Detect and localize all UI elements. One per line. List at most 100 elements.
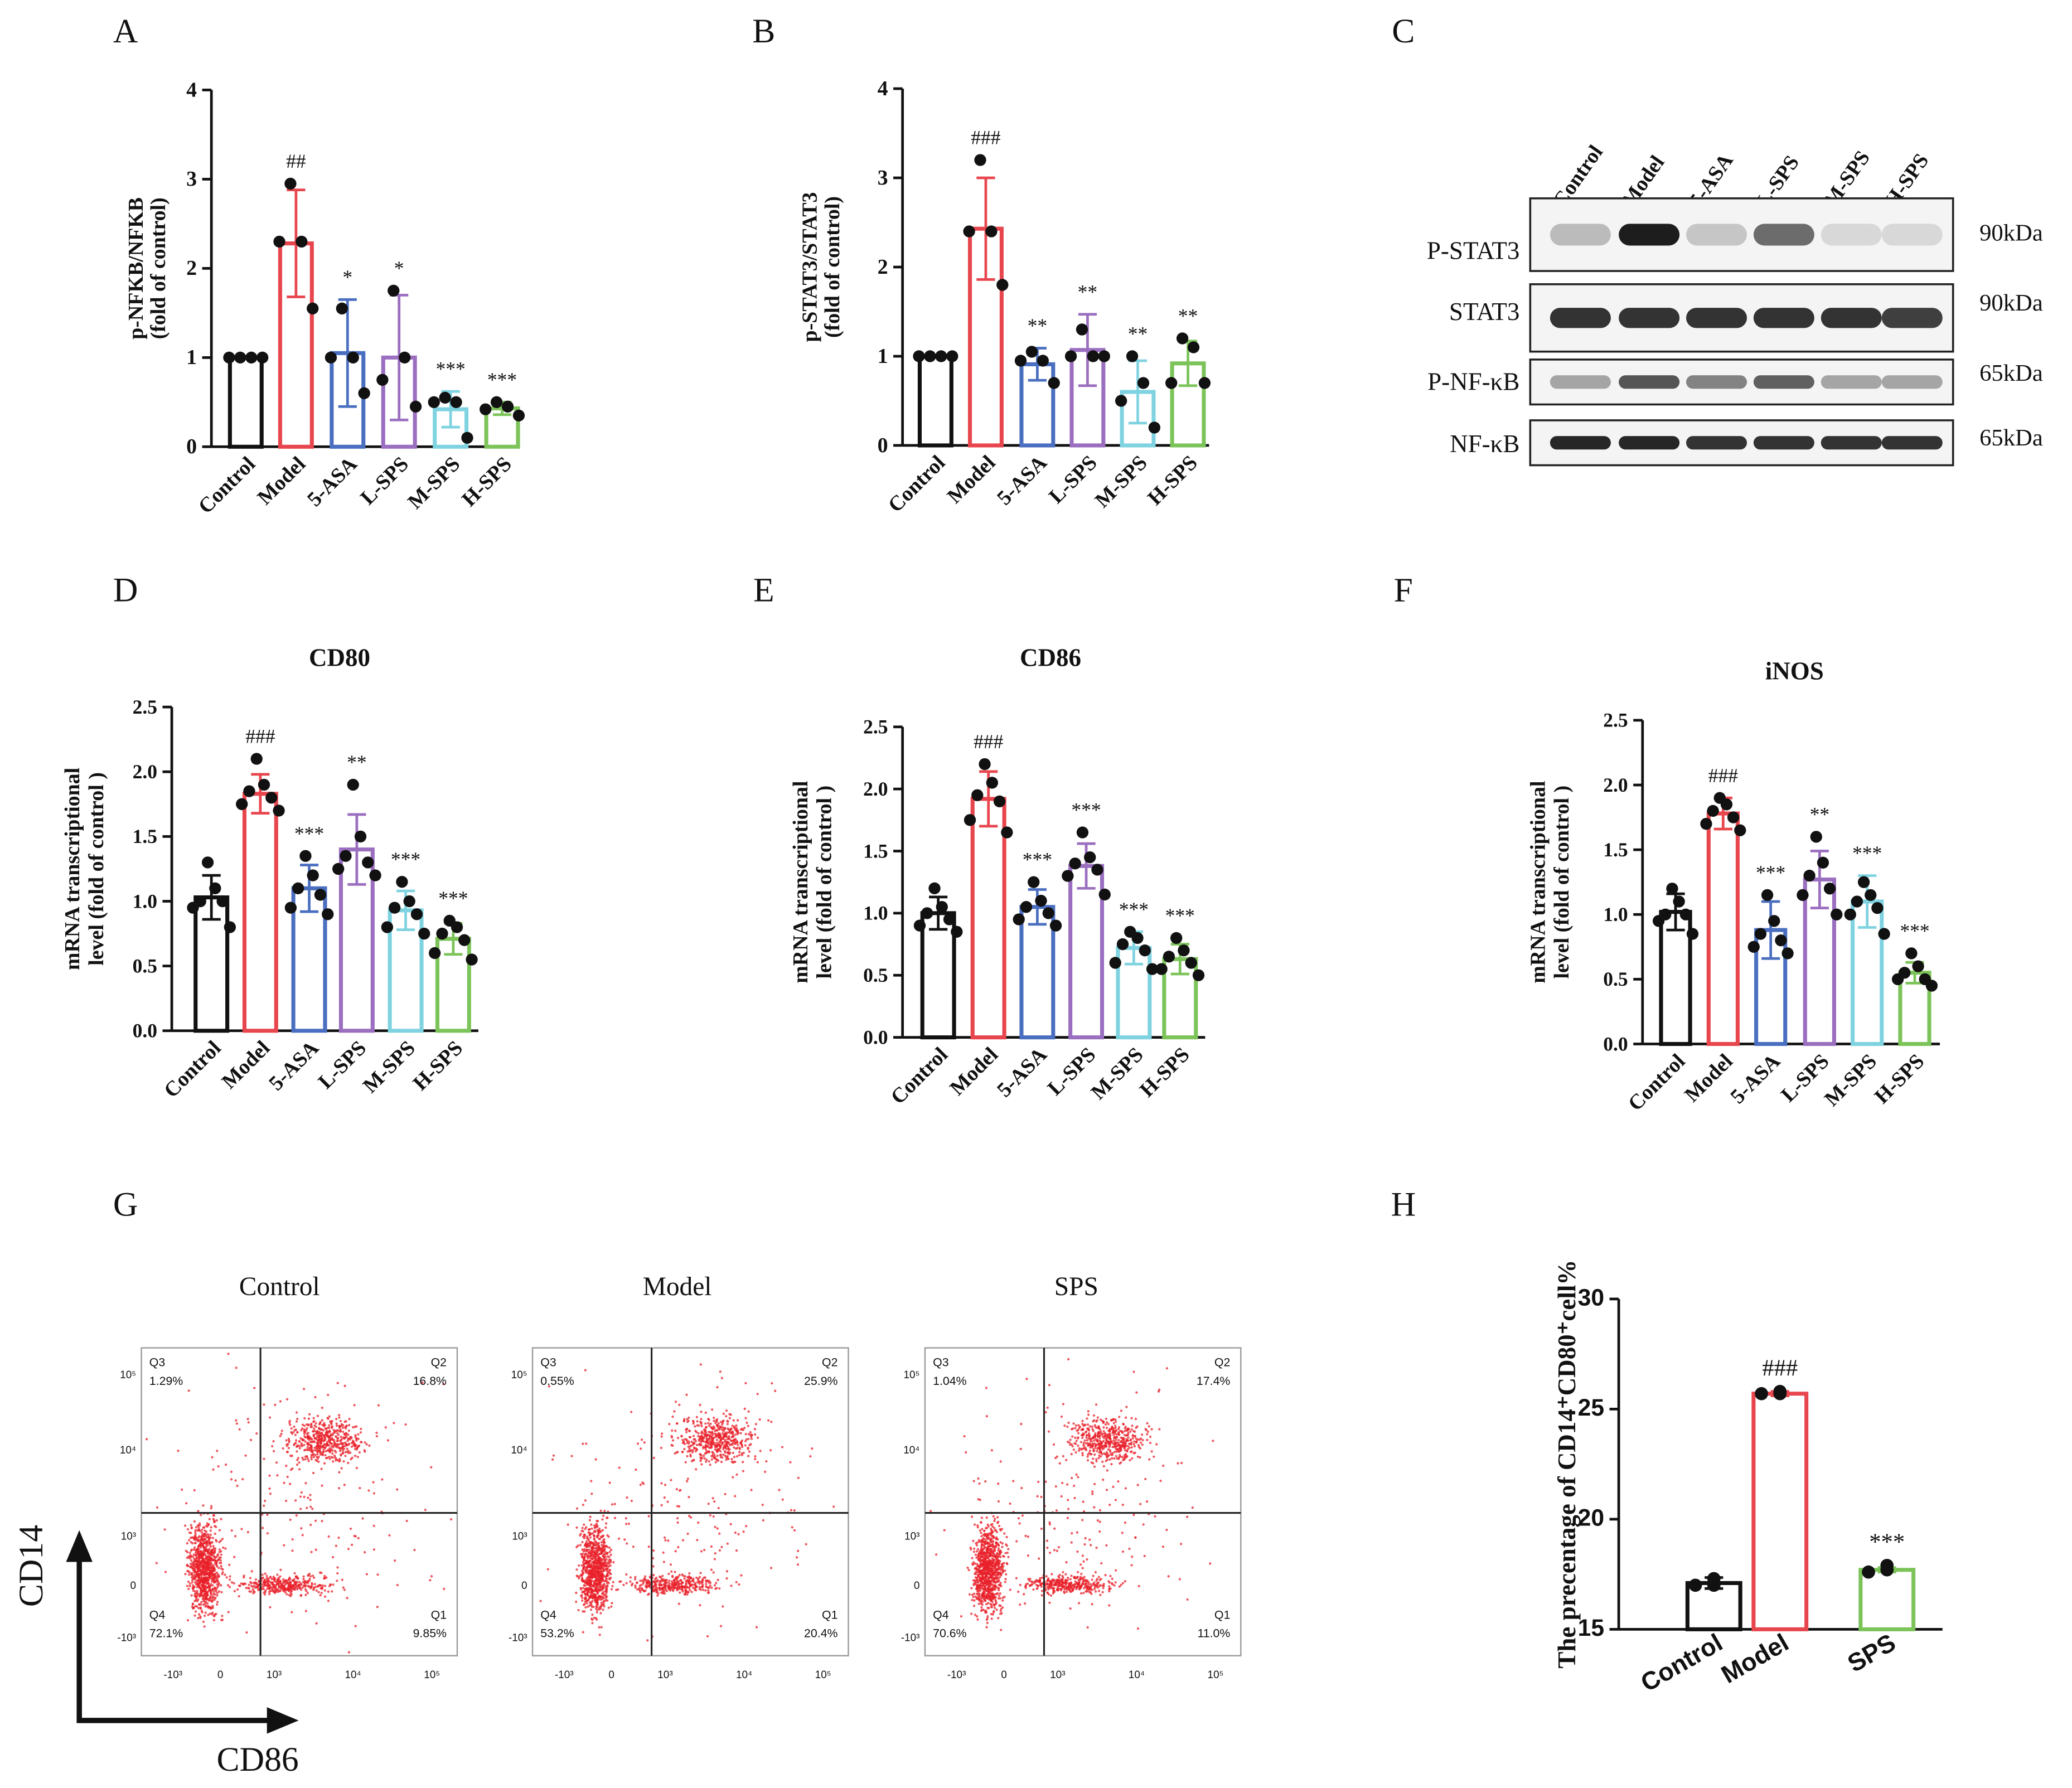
event-dot	[319, 1442, 322, 1445]
event-dot	[593, 1535, 596, 1538]
event-dot	[546, 1568, 549, 1571]
event-dot	[329, 1583, 332, 1586]
event-dot	[264, 1581, 267, 1583]
event-dot	[609, 1561, 612, 1564]
event-dot	[302, 1578, 305, 1581]
event-dot	[1086, 1455, 1089, 1458]
event-dot	[656, 1594, 659, 1597]
x-tick-label: 0	[217, 1669, 224, 1681]
event-dot	[338, 1425, 341, 1428]
event-dot	[714, 1436, 718, 1438]
event-dot	[209, 1572, 212, 1575]
event-dot	[743, 1407, 746, 1410]
event-dot	[214, 1587, 216, 1590]
event-dot	[590, 1574, 593, 1577]
event-dot	[681, 1441, 685, 1445]
event-dot	[190, 1594, 193, 1597]
event-dot	[700, 1550, 703, 1553]
event-dot	[723, 1450, 727, 1453]
event-dot	[213, 1521, 216, 1524]
event-dot	[249, 1438, 253, 1441]
event-dot	[372, 1548, 376, 1551]
event-dot	[199, 1546, 202, 1549]
event-dot	[670, 1479, 672, 1481]
event-dot	[332, 1444, 335, 1447]
event-dot	[211, 1600, 214, 1603]
event-dot	[629, 1576, 632, 1579]
event-dot	[722, 1447, 725, 1450]
event-dot	[1132, 1440, 1136, 1443]
event-dot	[596, 1525, 599, 1528]
event-dot	[1087, 1427, 1090, 1430]
event-dot	[217, 1581, 220, 1584]
event-dot	[365, 1443, 368, 1446]
data-point	[985, 225, 998, 238]
event-dot	[667, 1584, 670, 1587]
event-dot	[595, 1546, 598, 1549]
y-tick-label: 2.0	[1603, 774, 1628, 796]
event-dot	[341, 1443, 344, 1446]
data-point	[1810, 831, 1822, 843]
event-dot	[319, 1421, 322, 1423]
data-point	[964, 814, 976, 826]
event-dot	[200, 1610, 204, 1612]
event-dot	[248, 1583, 250, 1586]
x-tick-label: Model	[945, 1043, 1003, 1100]
event-dot	[233, 1582, 235, 1585]
event-dot	[658, 1588, 661, 1591]
event-dot	[610, 1605, 613, 1608]
data-point	[1028, 876, 1040, 888]
event-dot	[1071, 1435, 1074, 1438]
data-point	[974, 154, 986, 166]
event-dot	[700, 1435, 703, 1437]
y-tick-label: 3	[878, 166, 888, 190]
event-dot	[346, 1440, 349, 1442]
event-dot	[1105, 1427, 1108, 1430]
event-dot	[1128, 1442, 1131, 1445]
event-dot	[1094, 1446, 1097, 1450]
event-dot	[592, 1567, 594, 1569]
event-dot	[599, 1530, 603, 1533]
event-dot	[619, 1580, 622, 1583]
event-dot	[722, 1605, 724, 1608]
y-tick-label: 0.5	[1603, 968, 1628, 990]
event-dot	[1098, 1447, 1101, 1450]
event-cloud	[145, 1353, 453, 1654]
event-dot	[255, 1432, 258, 1435]
event-dot	[322, 1445, 325, 1447]
event-dot	[722, 1453, 725, 1456]
event-dot	[375, 1435, 379, 1438]
event-dot	[695, 1443, 699, 1446]
event-dot	[305, 1423, 308, 1426]
event-dot	[699, 1363, 702, 1366]
event-dot	[303, 1579, 307, 1582]
event-dot	[197, 1579, 200, 1582]
y-tick-label: 2	[878, 255, 888, 279]
event-dot	[727, 1436, 730, 1439]
event-dot	[335, 1424, 338, 1427]
event-dot	[338, 1416, 341, 1419]
event-dot	[359, 1431, 362, 1434]
data-point	[1734, 824, 1746, 836]
event-dot	[213, 1598, 216, 1601]
event-dot	[709, 1422, 712, 1425]
event-dot	[309, 1494, 312, 1496]
event-dot	[716, 1455, 719, 1457]
event-dot	[274, 1586, 277, 1588]
event-dot	[208, 1589, 211, 1592]
event-dot	[217, 1585, 220, 1587]
event-dot	[586, 1535, 589, 1538]
event-dot	[676, 1437, 680, 1440]
event-dot	[593, 1559, 596, 1562]
event-dot	[315, 1445, 318, 1448]
event-dot	[225, 1576, 228, 1579]
event-dot	[713, 1455, 717, 1458]
event-dot	[1122, 1422, 1125, 1426]
event-dot	[692, 1435, 695, 1437]
event-dot	[292, 1588, 295, 1591]
event-dot	[731, 1424, 734, 1427]
event-dot	[1087, 1413, 1090, 1416]
event-dot	[695, 1468, 698, 1471]
event-dot	[681, 1590, 684, 1593]
event-dot	[330, 1445, 333, 1448]
